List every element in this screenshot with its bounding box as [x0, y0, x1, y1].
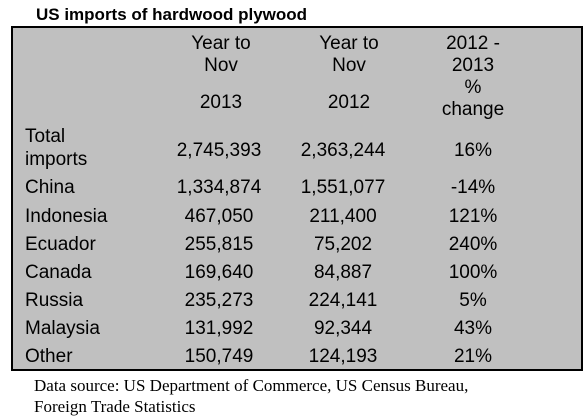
data-source-line1: Data source: US Department of Commerce, … [34, 376, 469, 395]
table-cell-other-change: 21% [453, 346, 493, 367]
table-cell-china-change: -14% [450, 177, 496, 198]
data-source-line2: Foreign Trade Statistics [34, 397, 196, 416]
table-cell-canada-2013: 169,640 [184, 262, 254, 283]
row-label-china: China [25, 177, 75, 198]
table-cell-total-change: 16% [453, 140, 493, 161]
column-header-ytd-2013-line2: Nov [204, 55, 238, 76]
table-cell-indonesia-2012: 211,400 [309, 206, 377, 227]
table-cell-russia-change: 5% [459, 290, 487, 311]
column-header-change-line3: % [464, 77, 482, 98]
table-cell-malaysia-2012: 92,344 [313, 318, 373, 339]
table-cell-malaysia-2013: 131,992 [184, 318, 254, 339]
table-cell-china-2013: 1,334,874 [176, 177, 262, 198]
table-cell-malaysia-change: 43% [453, 318, 493, 339]
row-label-total-line1: Total [25, 126, 66, 147]
table-cell-indonesia-2013: 467,050 [184, 206, 254, 227]
table-cell-other-2012: 124,193 [308, 346, 378, 367]
row-label-malaysia: Malaysia [25, 318, 100, 339]
row-label-canada: Canada [25, 262, 92, 283]
table-cell-ecuador-2013: 255,815 [184, 234, 254, 255]
row-label-ecuador: Ecuador [25, 234, 96, 255]
table-title: US imports of hardwood plywood [36, 5, 308, 24]
table-cell-russia-2013: 235,273 [184, 290, 254, 311]
column-header-change-line1: 2012 - [446, 33, 500, 54]
row-label-indonesia: Indonesia [25, 206, 108, 227]
table-cell-china-2012: 1,551,077 [300, 177, 386, 198]
imports-table: Year to Nov 2013 Year to Nov 2012 2012 -… [11, 26, 583, 371]
row-label-other: Other [25, 346, 73, 367]
table-cell-total-2012: 2,363,244 [300, 140, 386, 161]
table-cell-other-2013: 150,749 [184, 346, 254, 367]
data-source-note: Data source: US Department of Commerce, … [34, 375, 582, 417]
column-header-ytd-2013-line1: Year to [191, 33, 251, 54]
table-cell-canada-2012: 84,887 [313, 262, 373, 283]
column-header-ytd-2012-line1: Year to [319, 33, 379, 54]
column-header-change-line2: 2013 [451, 55, 495, 76]
row-label-russia: Russia [25, 290, 84, 311]
column-header-ytd-2012-line3: 2012 [327, 92, 371, 113]
table-cell-ecuador-2012: 75,202 [313, 234, 373, 255]
table-cell-indonesia-change: 121% [448, 206, 498, 227]
column-header-ytd-2012-line2: Nov [332, 55, 366, 76]
column-header-ytd-2013-line3: 2013 [199, 92, 243, 113]
table-cell-ecuador-change: 240% [448, 234, 498, 255]
table-cell-total-2013: 2,745,393 [176, 140, 262, 161]
column-header-change-line4: change [441, 99, 505, 120]
row-label-total-line2: imports [25, 149, 88, 170]
table-cell-canada-change: 100% [448, 262, 498, 283]
table-cell-russia-2012: 224,141 [308, 290, 378, 311]
